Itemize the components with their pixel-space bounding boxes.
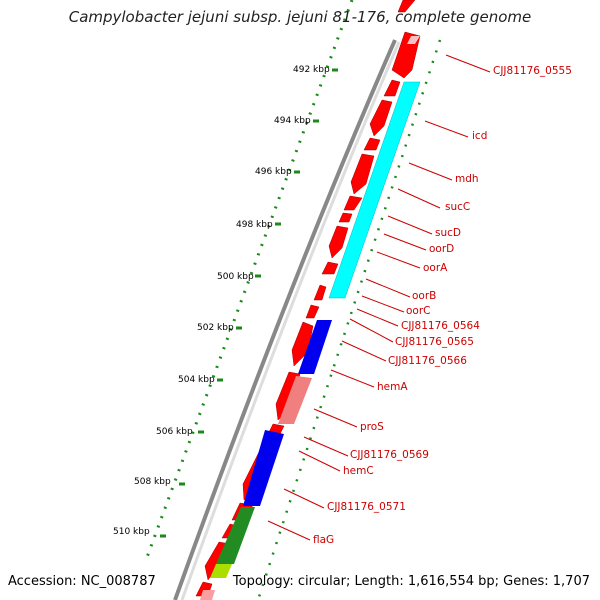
gene-label-CJJ81176_0555: CJJ81176_0555 [493,65,572,77]
tick-label-510: 510 kbp [113,527,150,537]
gene-label-mdh: mdh [455,173,479,185]
gene-label-hemA: hemA [377,381,408,393]
backbone [173,39,397,600]
gene-label-icd: icd [472,130,487,142]
tick-label-492: 492 kbp [293,65,330,75]
backbone-shadow [180,41,401,600]
gene-label-oorC: oorC [406,305,431,317]
tick-label-496: 496 kbp [255,167,292,177]
gene-label-CJJ81176_0564: CJJ81176_0564 [401,320,480,332]
tick-label-508: 508 kbp [134,477,171,487]
tick-marks [160,68,338,538]
gene-label-sucC: sucC [445,201,470,213]
gene-label-CJJ81176_0571: CJJ81176_0571 [327,501,406,513]
tick-label-506: 506 kbp [156,427,193,437]
gene-label-proS: proS [360,421,384,433]
gene-block-pink-bottom [200,590,215,600]
tick-label-498: 498 kbp [236,220,273,230]
gene-label-oorD: oorD [429,243,454,255]
gene-label-flaG: flaG [313,534,334,546]
genome-summary-text: Topology: circular; Length: 1,616,554 bp… [232,574,590,589]
gene-block-green [216,507,255,564]
gene-label-oorA: oorA [423,262,448,274]
gene-label-hemC: hemC [343,465,374,477]
tick-label-502: 502 kbp [197,323,234,333]
gene-label-sucD: sucD [435,227,461,239]
gene-label-CJJ81176_0565: CJJ81176_0565 [395,336,474,348]
gene-label-connectors [267,54,491,541]
map-title: Campylobacter jejuni subsp. jejuni 81-17… [68,8,532,26]
tick-label-504: 504 kbp [178,375,215,385]
accession-text: Accession: NC_008787 [8,574,156,589]
gene-block-cyan [328,81,421,299]
gene-label-CJJ81176_0569: CJJ81176_0569 [350,449,429,461]
gene-block-blue-1 [298,320,332,374]
gene-label-oorB: oorB [412,290,436,302]
gene-label-CJJ81176_0566: CJJ81176_0566 [388,355,467,367]
tick-label-500: 500 kbp [217,272,254,282]
gene-block-pink-top [407,36,420,44]
gene-block-blue-2 [243,430,284,506]
gene-block-pink [278,376,312,424]
tick-label-494: 494 kbp [274,116,311,126]
gene-block-lightgreen [210,564,232,578]
